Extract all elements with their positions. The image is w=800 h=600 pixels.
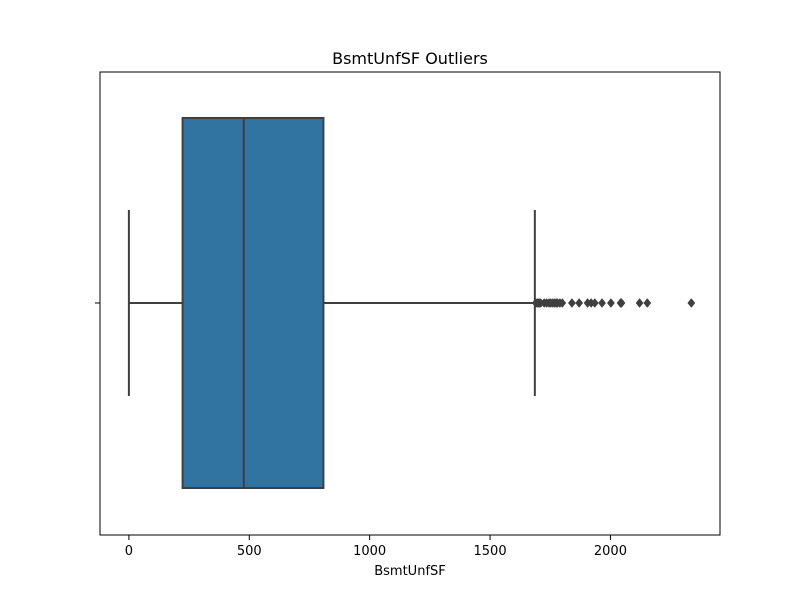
chart-title: BsmtUnfSF Outliers [332, 49, 488, 68]
box-layer [127, 117, 536, 489]
x-axis: 0 500 1000 1500 2000 [125, 535, 627, 559]
x-axis-label: BsmtUnfSF [374, 564, 446, 579]
outlier-point [575, 298, 584, 308]
outlier-point [643, 298, 652, 308]
outlier-point [558, 298, 567, 308]
outlier-point [635, 298, 644, 308]
outlier-point [617, 298, 626, 308]
x-tick-label: 2000 [594, 544, 627, 559]
outlier-point [590, 298, 599, 308]
outlier-point [607, 298, 615, 308]
outlier-point [568, 298, 576, 308]
outlier-layer [531, 298, 696, 308]
outlier-point [598, 298, 606, 308]
x-tick-label: 500 [237, 544, 262, 559]
x-tick-label: 0 [125, 544, 133, 559]
iqr-box [181, 117, 325, 489]
x-tick-label: 1000 [353, 544, 386, 559]
x-tick-label: 1500 [474, 544, 507, 559]
outlier-point [687, 298, 696, 308]
